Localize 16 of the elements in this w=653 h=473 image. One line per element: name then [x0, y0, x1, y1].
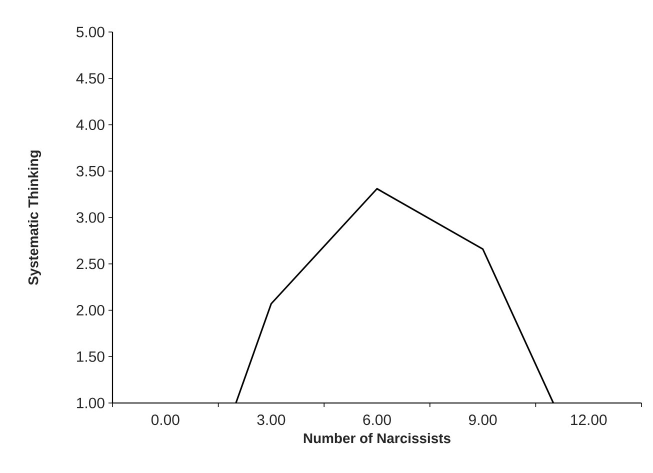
y-axis-title: Systematic Thinking: [28, 150, 42, 285]
x-axis-title: Number of Narcissists: [304, 432, 450, 444]
y-tick-label: 3.00: [76, 212, 104, 223]
y-tick-label: 1.50: [77, 351, 104, 362]
y-tick-label: 4.00: [76, 119, 104, 130]
y-tick-label: 5.00: [76, 26, 104, 38]
y-tick-label: 3.50: [76, 166, 104, 176]
x-tick-label: 6.00: [363, 414, 391, 426]
x-tick-label: 3.00: [257, 414, 286, 426]
x-tick-label: 12.00: [571, 414, 607, 426]
y-tick-label: 4.50: [76, 73, 104, 84]
y-tick-label: 2.00: [76, 304, 104, 316]
y-tick-label: 2.50: [76, 258, 104, 270]
x-tick-label: 9.00: [468, 414, 497, 426]
x-tick-label: 0.00: [151, 414, 180, 426]
y-tick-label: 1.00: [77, 398, 104, 408]
